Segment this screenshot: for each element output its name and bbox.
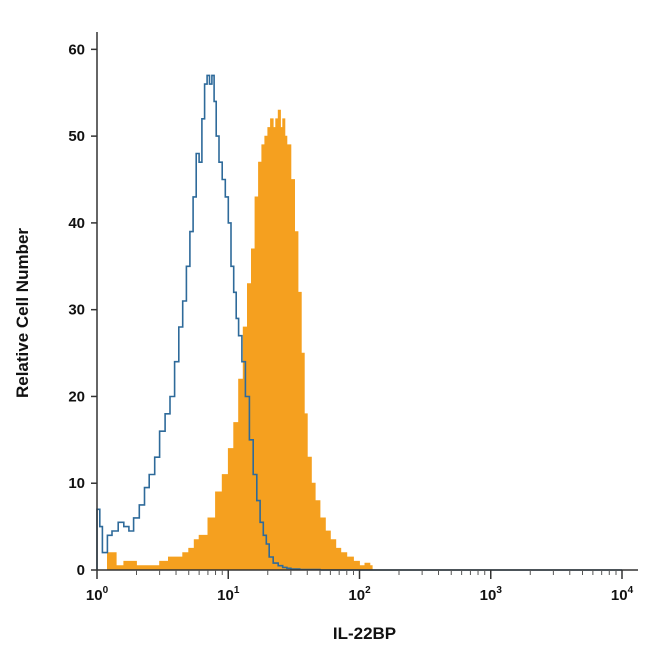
y-tick-label: 20 (68, 388, 85, 405)
filled-histogram-series (97, 109, 622, 571)
x-tick-label: 101 (217, 585, 240, 604)
y-tick-label: 10 (68, 475, 85, 492)
y-tick-label: 60 (68, 41, 85, 58)
x-axis-ticks: 100 101 102 103 104 (86, 570, 634, 604)
x-tick-label: 103 (480, 585, 503, 604)
y-axis-title: Relative Cell Number (13, 228, 32, 398)
y-tick-label: 0 (77, 562, 85, 579)
y-axis-ticks: 0 10 20 30 40 50 60 (68, 41, 97, 579)
y-tick-label: 50 (68, 128, 85, 145)
x-tick-label: 102 (348, 585, 371, 604)
outline-histogram-series (96, 74, 622, 571)
y-tick-label: 40 (68, 215, 85, 232)
x-tick-label: 100 (86, 585, 109, 604)
y-tick-label: 30 (68, 302, 85, 319)
plot-area (96, 74, 622, 571)
x-axis-title: IL-22BP (333, 624, 396, 643)
x-tick-label: 104 (611, 585, 634, 604)
